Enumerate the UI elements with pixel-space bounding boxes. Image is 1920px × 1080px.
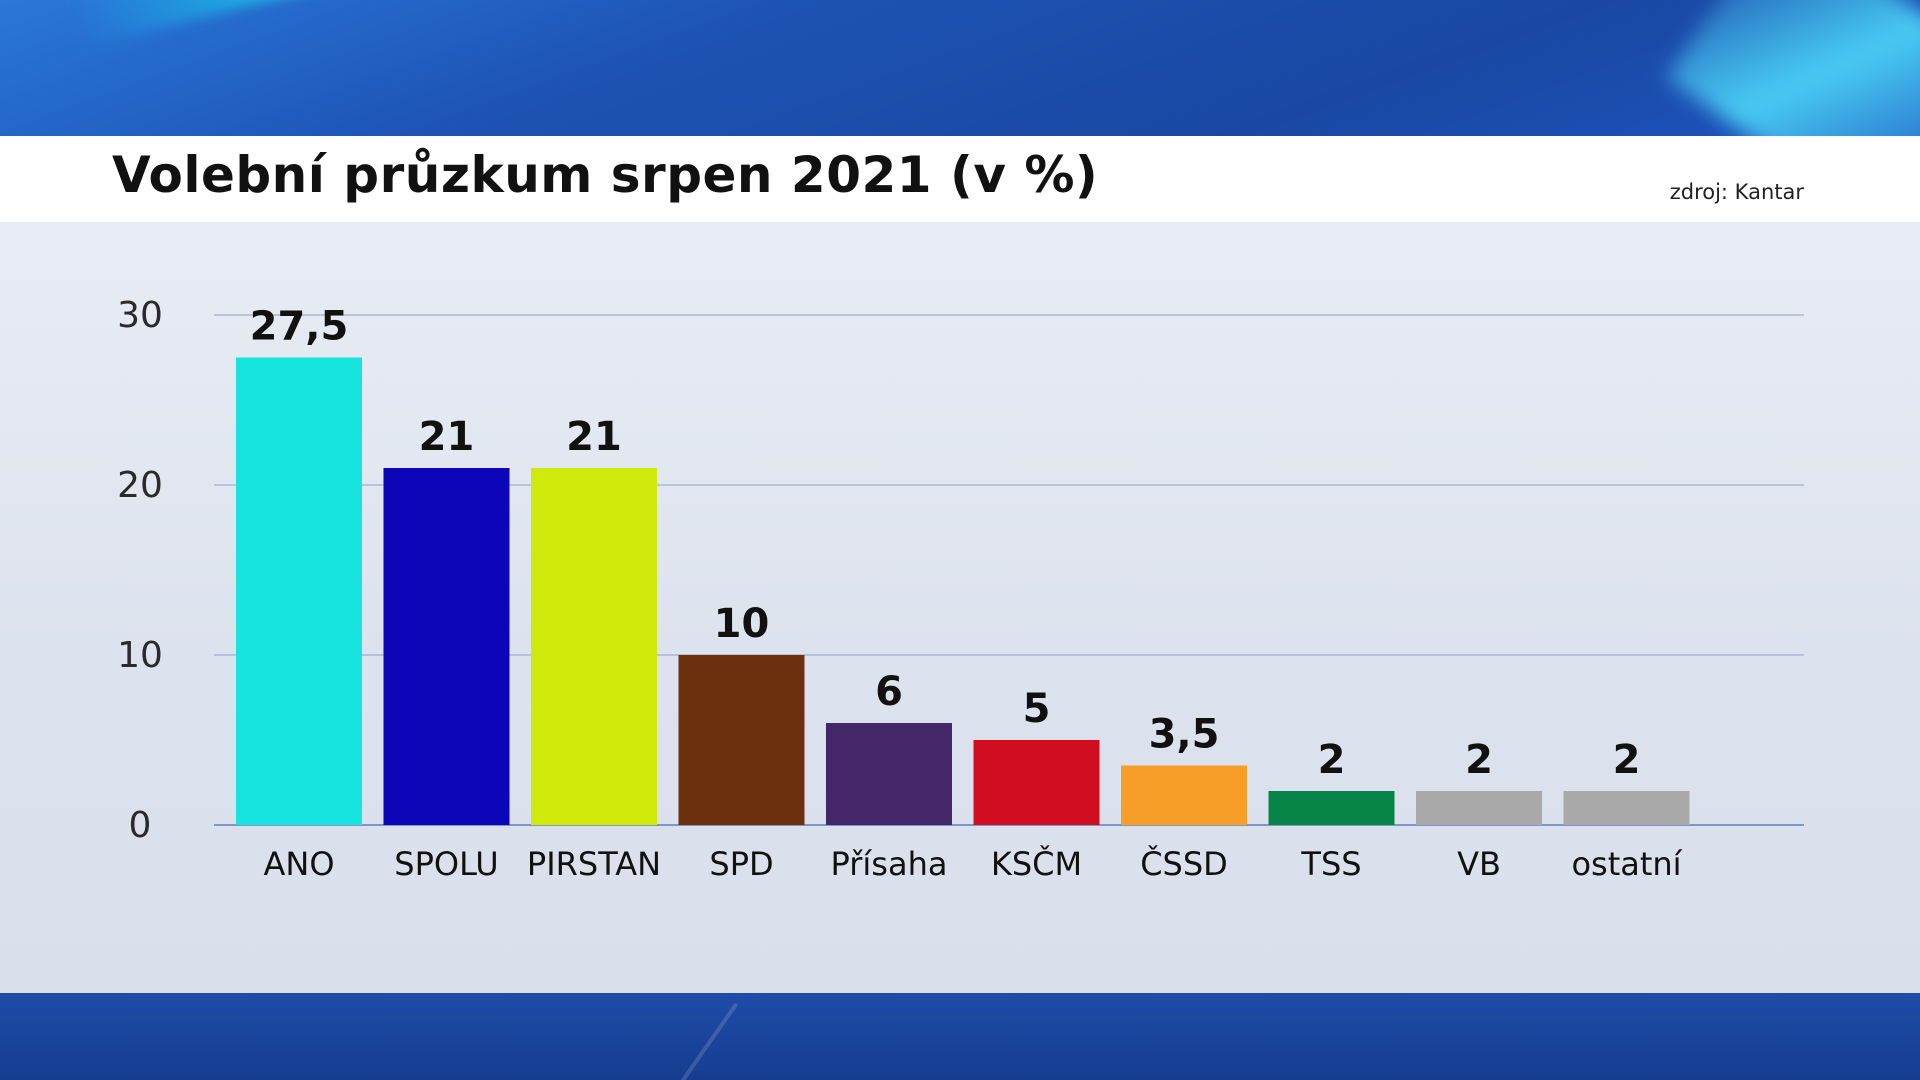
x-tick-label: PIRSTAN xyxy=(527,845,661,883)
bar-ANO xyxy=(236,357,362,825)
bar-TSS xyxy=(1268,791,1395,825)
y-tick-label: 20 xyxy=(117,465,163,506)
x-tick-label: KSČM xyxy=(991,844,1082,883)
source-label: zdroj: Kantar xyxy=(1669,180,1804,204)
data-label: 2 xyxy=(1318,737,1346,783)
bars xyxy=(236,357,1690,825)
data-labels: 27,5 21 21 10 6 5 3,5 2 2 2 xyxy=(250,304,1641,784)
bar-SPOLU xyxy=(383,468,510,825)
bar-ČSSD xyxy=(1121,765,1247,825)
chart-title: Volební průzkum srpen 2021 (v %) xyxy=(112,146,1099,204)
bar-ostatní xyxy=(1563,791,1690,825)
x-tick-label: VB xyxy=(1457,845,1501,883)
title-bar xyxy=(0,136,1920,222)
bar-KSČM xyxy=(973,740,1100,825)
y-tick-label: 0 xyxy=(129,805,152,846)
bar-Přísaha xyxy=(826,723,952,825)
x-tick-label: ČSSD xyxy=(1140,844,1228,883)
data-label: 21 xyxy=(566,414,622,460)
x-tick-label: ostatní xyxy=(1571,845,1682,883)
data-label: 6 xyxy=(875,669,903,715)
bar-PIRSTAN xyxy=(531,468,657,825)
x-tick-label: SPOLU xyxy=(394,845,498,883)
bar-SPD xyxy=(678,655,805,825)
data-label: 3,5 xyxy=(1149,712,1220,758)
x-tick-label: TSS xyxy=(1300,845,1361,883)
x-tick-label: Přísaha xyxy=(831,845,948,883)
y-tick-label: 10 xyxy=(117,635,163,676)
y-axis-ticks: 0 10 20 30 xyxy=(117,295,163,846)
x-tick-label: ANO xyxy=(263,845,334,883)
data-label: 21 xyxy=(419,414,475,460)
data-label: 2 xyxy=(1465,737,1493,783)
decorative-line xyxy=(665,1002,739,1080)
x-axis-ticks: ANO SPOLU PIRSTAN SPD Přísaha KSČM ČSSD TSS VB os… xyxy=(263,844,1682,883)
y-tick-label: 30 xyxy=(117,295,163,336)
bar-VB xyxy=(1416,791,1542,825)
data-label: 5 xyxy=(1023,686,1051,732)
data-label: 10 xyxy=(714,601,770,647)
x-tick-label: SPD xyxy=(709,845,773,883)
background-top-band xyxy=(0,0,1920,136)
data-label: 2 xyxy=(1613,737,1641,783)
data-label: 27,5 xyxy=(250,304,349,350)
background-bottom-band xyxy=(0,993,1920,1080)
